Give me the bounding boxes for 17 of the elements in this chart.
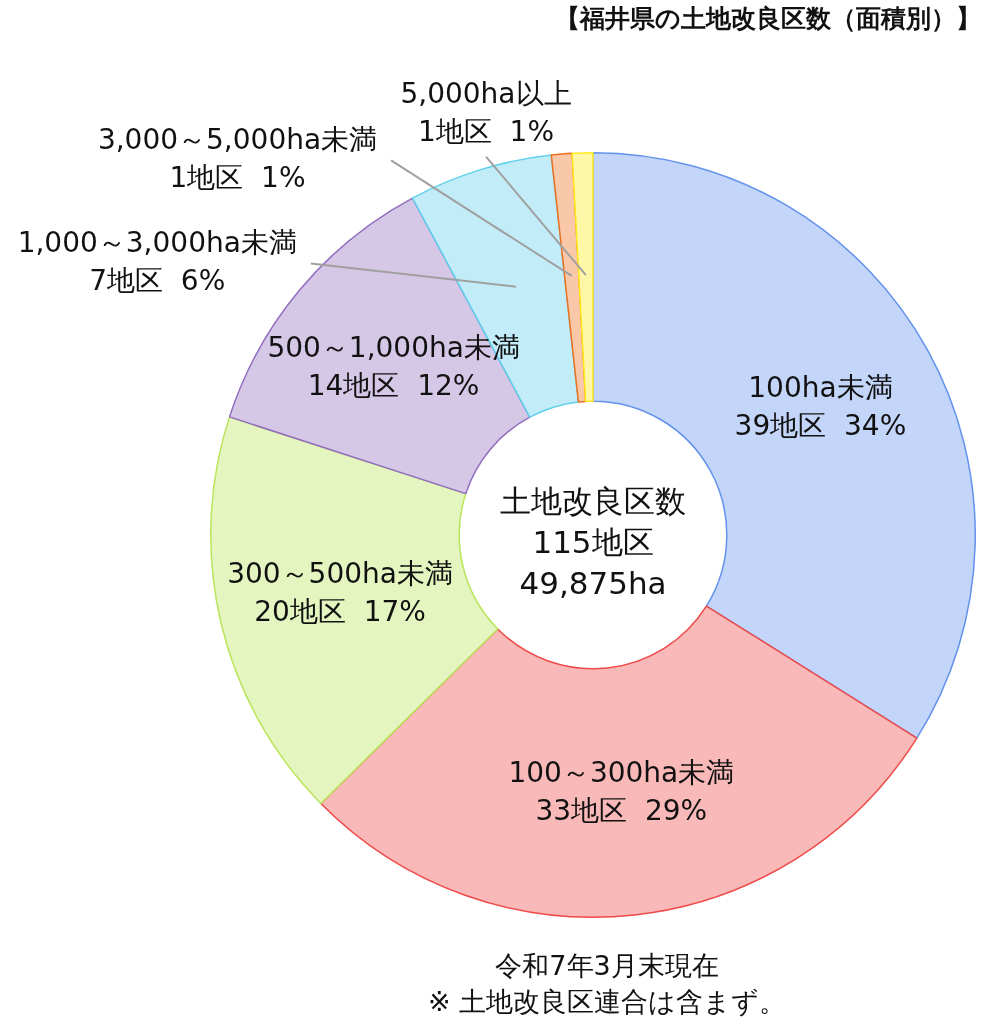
slice-label: 1,000～3,000ha未満 [17, 225, 297, 259]
text: 土地改良区数 115地区 49,875ha [500, 483, 686, 602]
data-label: 7地区 6% [89, 263, 226, 297]
slice-label: 300～500ha未満 [227, 557, 453, 591]
data-label: 14地区 12% [307, 368, 480, 402]
slice-label: 5,000ha以上 [400, 76, 572, 110]
data-label: 1地区 1% [169, 160, 306, 194]
slice-label: 100～300ha未満 [508, 755, 735, 789]
data-label: 33地区 29% [535, 793, 708, 827]
slice-label: 3,000～5,000ha未満 [97, 122, 378, 156]
slice-label: 100ha未満 [748, 371, 893, 405]
slice-label: 500～1,000ha未満 [267, 330, 520, 364]
data-label: 1地区 1% [417, 114, 554, 148]
text: 令和7年3月末現在 ※ 土地改良区連合は含まず。 [427, 950, 787, 1018]
data-label: 20地区 17% [254, 595, 426, 629]
data-label: 39地区 34% [734, 409, 907, 443]
chart-title: 【福井県の土地改良区数（面積別）】 [555, 3, 981, 33]
